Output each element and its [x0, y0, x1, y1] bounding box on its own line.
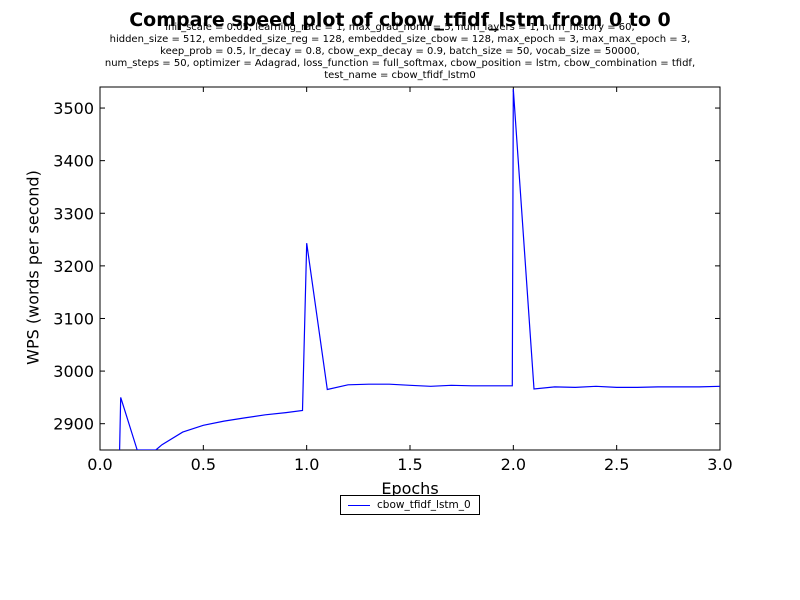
- series-line: [119, 89, 720, 450]
- x-tick-label: 3.0: [707, 455, 732, 474]
- chart-subtitle-line: keep_prob = 0.5, lr_decay = 0.8, cbow_ex…: [160, 46, 640, 57]
- x-tick-label: 1.5: [397, 455, 422, 474]
- x-axis-label: Epochs: [381, 479, 439, 498]
- y-tick-label: 2900: [53, 415, 94, 434]
- x-tick-label: 2.0: [501, 455, 526, 474]
- y-tick-label: 3200: [53, 257, 94, 276]
- legend: cbow_tfidf_lstm_0: [340, 495, 480, 515]
- chart-subtitle-line: init_scale = 0.05, learning_rate = 1, ma…: [165, 22, 635, 33]
- y-tick-label: 3000: [53, 362, 94, 381]
- y-tick-label: 3300: [53, 204, 94, 223]
- chart-subtitle-line: hidden_size = 512, embedded_size_reg = 1…: [109, 34, 691, 45]
- y-tick-label: 3400: [53, 152, 94, 171]
- x-tick-label: 0.0: [87, 455, 112, 474]
- chart-title: Compare speed plot of cbow_tfidf_lstm fr…: [129, 9, 671, 31]
- x-tick-label: 0.5: [191, 455, 216, 474]
- chart-subtitle-line: test_name = cbow_tfidf_lstm0: [324, 70, 476, 81]
- series-layer: [119, 89, 720, 450]
- x-tick-label: 2.5: [604, 455, 629, 474]
- legend-line-swatch: [348, 505, 370, 506]
- y-tick-label: 3100: [53, 309, 94, 328]
- x-tick-label: 1.0: [294, 455, 319, 474]
- legend-label: cbow_tfidf_lstm_0: [377, 499, 471, 511]
- axis-ticks: 0.0 0.5 1.0 1.5 2.0 2.5 3.0 2900 3000 3100 3200 330…: [53, 87, 733, 474]
- plot-frame: [99, 86, 721, 451]
- y-tick-label: 3500: [53, 99, 94, 118]
- y-axis-label: WPS (words per second): [23, 170, 43, 365]
- chart-subtitle-line: num_steps = 50, optimizer = Adagrad, los…: [104, 58, 696, 69]
